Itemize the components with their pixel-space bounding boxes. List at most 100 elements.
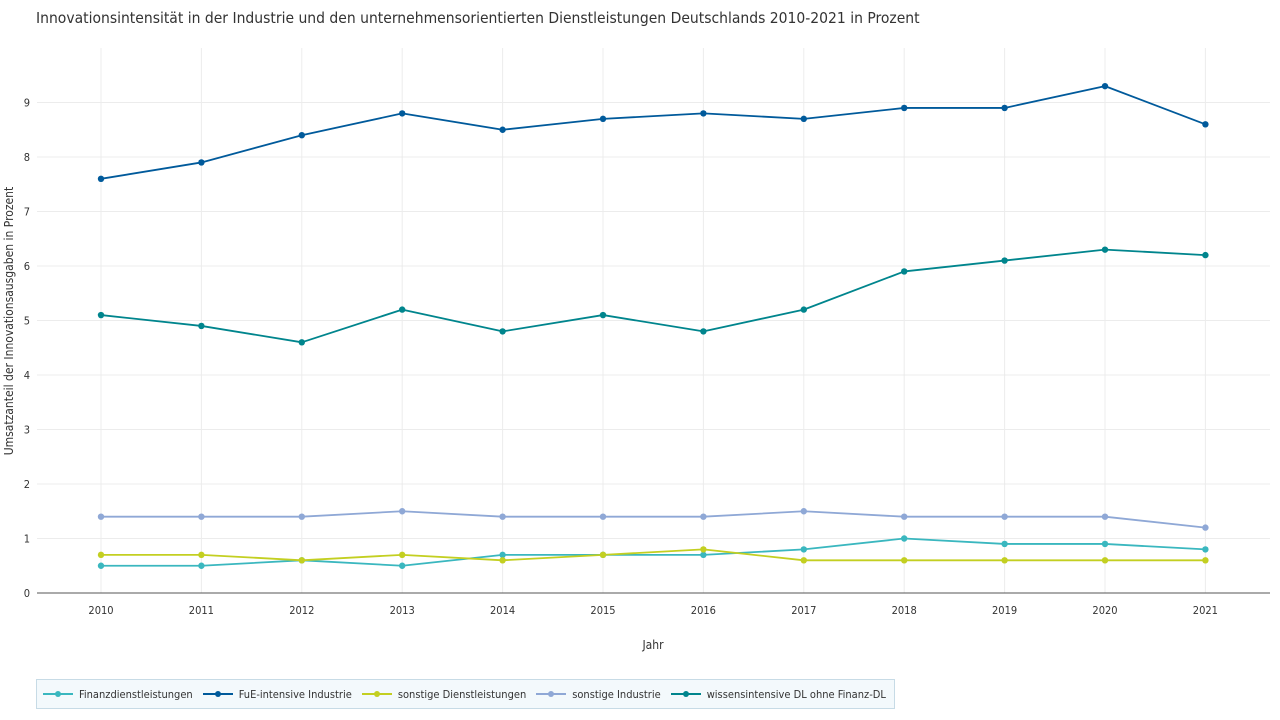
legend-swatch [202,691,233,697]
x-tick-label: 2011 [189,604,214,617]
data-point[interactable] [800,557,807,564]
x-tick-label: 2016 [691,604,716,617]
legend: Finanzdienstleistungen FuE-intensive Indu… [36,679,895,709]
data-point[interactable] [1101,540,1109,548]
series-2 [97,546,1209,564]
data-point[interactable] [1202,121,1209,128]
data-point[interactable] [901,535,908,542]
legend-label: Finanzdienstleistungen [79,687,193,701]
x-tick-label: 2013 [390,604,415,617]
legend-item[interactable]: sonstige Industrie [536,687,661,701]
data-point[interactable] [97,311,105,319]
chart-title: Innovationsintensität in der Industrie u… [36,9,920,27]
data-point[interactable] [599,115,607,123]
data-point[interactable] [97,175,105,182]
data-point[interactable] [599,513,607,520]
y-tick-label: 0 [24,587,30,600]
data-point[interactable] [298,557,305,564]
data-point[interactable] [198,159,205,166]
legend-item[interactable]: wissensintensive DL ohne Finanz-DL [670,687,886,701]
y-tick-label: 6 [24,260,30,273]
legend-label: FuE-intensive Industrie [238,687,352,701]
data-point[interactable] [901,268,908,275]
data-point[interactable] [901,557,908,564]
legend-swatch [670,691,701,697]
data-point[interactable] [800,115,807,123]
data-point[interactable] [298,513,305,520]
data-point[interactable] [700,546,707,553]
data-point[interactable] [800,508,807,515]
data-point[interactable] [700,328,707,335]
data-point[interactable] [1202,557,1209,564]
data-point[interactable] [1101,82,1109,90]
legend-swatch [361,691,392,697]
data-point[interactable] [198,322,205,330]
data-point[interactable] [97,562,105,569]
data-point[interactable] [700,551,707,559]
x-tick-label: 2021 [1193,604,1218,617]
series-3 [97,508,1209,531]
legend-swatch-marker [373,691,380,697]
x-tick-label: 2018 [892,604,917,617]
data-point[interactable] [599,311,607,319]
data-point[interactable] [1202,546,1209,553]
y-tick-label: 3 [24,424,30,437]
legend-swatch-marker [214,691,221,697]
legend-label: sonstige Industrie [572,687,661,701]
legend-label: wissensintensive DL ohne Finanz-DL [706,687,886,701]
data-point[interactable] [399,508,406,515]
x-tick-label: 2019 [992,604,1017,617]
data-point[interactable] [399,562,406,569]
series-line [101,510,1206,529]
data-point[interactable] [499,328,506,335]
y-tick-label: 4 [24,369,30,382]
legend-swatch-marker [682,691,689,697]
data-point[interactable] [399,306,406,313]
x-tick-label: 2015 [590,604,615,617]
legend-item[interactable]: sonstige Dienstleistungen [361,688,526,701]
data-point[interactable] [399,551,406,559]
data-point[interactable] [97,551,105,559]
data-point[interactable] [1001,557,1008,564]
x-tick-label: 2017 [791,604,816,617]
x-axis-title: Jahr [641,638,664,652]
data-point[interactable] [1202,524,1209,531]
x-tick-label: 2012 [289,604,314,617]
legend-swatch-marker [55,691,61,697]
data-point[interactable] [298,339,305,346]
data-point[interactable] [298,132,305,139]
data-point[interactable] [599,551,607,559]
data-point[interactable] [800,306,807,313]
data-point[interactable] [499,551,506,559]
y-tick-label: 1 [24,533,30,546]
data-point[interactable] [499,513,506,520]
data-point[interactable] [1001,540,1008,548]
data-point[interactable] [499,126,506,133]
data-point[interactable] [901,513,908,520]
series-line [100,248,1206,344]
data-point[interactable] [1101,557,1109,564]
data-point[interactable] [901,104,908,112]
data-point[interactable] [499,557,506,564]
data-point[interactable] [1202,251,1209,259]
data-point[interactable] [198,513,205,520]
data-point[interactable] [1001,513,1008,520]
y-tick-label: 2 [24,478,30,491]
data-point[interactable] [700,110,707,117]
data-point[interactable] [1001,257,1008,264]
data-point[interactable] [1101,513,1109,520]
data-point[interactable] [399,110,406,117]
data-point[interactable] [198,562,205,569]
series-4 [97,246,1209,346]
data-point[interactable] [1101,246,1109,253]
data-point[interactable] [97,513,105,520]
data-point[interactable] [198,551,205,559]
data-point[interactable] [700,513,707,520]
legend-item[interactable]: Finanzdienstleistungen [43,688,193,701]
y-tick-label: 9 [24,97,30,110]
legend-item[interactable]: FuE-intensive Industrie [202,687,352,701]
data-point[interactable] [1001,104,1008,112]
data-point[interactable] [800,546,807,553]
series-1 [97,82,1209,182]
